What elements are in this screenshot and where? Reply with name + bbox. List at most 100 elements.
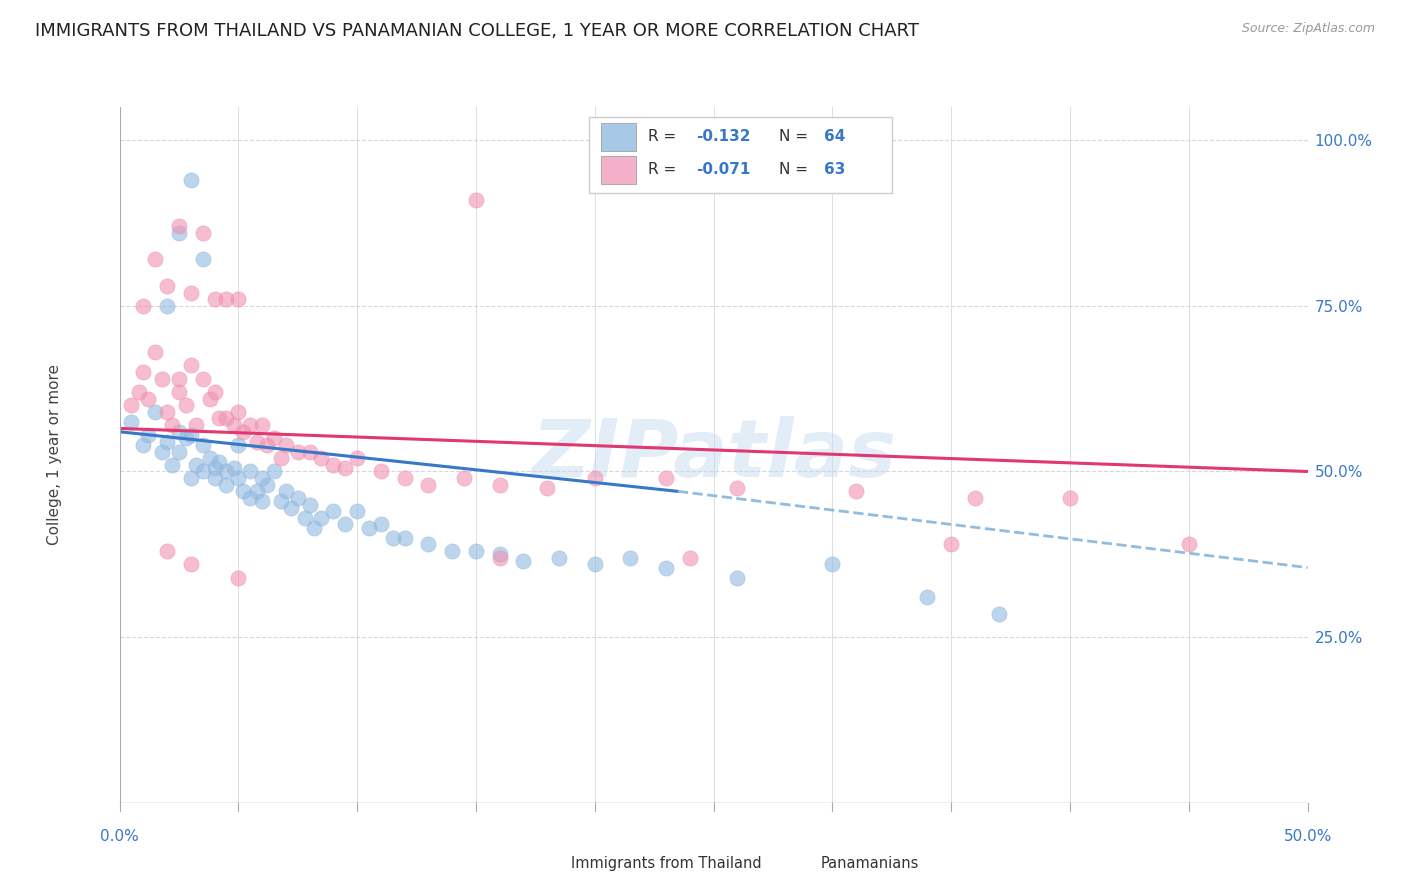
Point (150, 372, 173, 386)
Point (322, 458, 344, 472)
Point (536, 481, 558, 495)
Point (246, 484, 269, 499)
Point (132, 299, 155, 313)
Point (180, 359, 202, 373)
Point (394, 471, 416, 485)
Point (167, 226, 190, 240)
Point (274, 484, 297, 499)
Point (335, 517, 357, 532)
Point (370, 465, 392, 479)
Point (821, 558, 844, 572)
Point (294, 511, 316, 525)
Point (304, 521, 326, 535)
Text: College, 1 year or more: College, 1 year or more (46, 365, 62, 545)
Point (180, 428, 202, 442)
Point (418, 537, 440, 551)
Point (215, 411, 238, 425)
FancyBboxPatch shape (600, 156, 637, 184)
Point (548, 550, 571, 565)
Point (208, 454, 231, 468)
Point (204, 384, 226, 399)
Point (1178, 537, 1201, 551)
Point (394, 531, 416, 545)
Point (132, 438, 155, 452)
Text: IMMIGRANTS FROM THAILAND VS PANAMANIAN COLLEGE, 1 YEAR OR MORE CORRELATION CHART: IMMIGRANTS FROM THAILAND VS PANAMANIAN C… (35, 22, 920, 40)
Point (128, 384, 150, 399)
Point (184, 458, 207, 472)
Point (512, 554, 534, 568)
Point (287, 491, 309, 505)
Point (228, 438, 250, 452)
Point (488, 477, 510, 491)
Point (488, 550, 510, 565)
Point (167, 444, 190, 458)
Point (335, 461, 357, 475)
FancyBboxPatch shape (589, 118, 891, 193)
Point (453, 471, 475, 485)
Point (845, 484, 868, 499)
Point (256, 477, 278, 491)
Point (370, 517, 392, 532)
Text: 50.0%: 50.0% (1284, 830, 1331, 845)
Point (191, 372, 214, 386)
Point (191, 252, 214, 267)
Point (655, 560, 678, 574)
Point (488, 547, 510, 561)
Text: 0.0%: 0.0% (100, 830, 139, 845)
Point (418, 477, 440, 491)
FancyBboxPatch shape (600, 123, 637, 151)
Point (239, 491, 262, 505)
Point (150, 444, 173, 458)
Point (917, 591, 939, 605)
Point (156, 544, 179, 558)
Point (167, 372, 190, 386)
Point (311, 511, 333, 525)
Point (136, 428, 159, 442)
Text: N =: N = (779, 162, 813, 178)
Text: R =: R = (648, 129, 682, 145)
Point (256, 438, 278, 452)
Text: ZIPatlas: ZIPatlas (531, 416, 896, 494)
Point (184, 418, 207, 433)
Point (222, 461, 245, 475)
Point (132, 365, 155, 379)
Point (228, 471, 250, 485)
Point (583, 558, 606, 572)
Point (215, 292, 238, 306)
Point (180, 471, 202, 485)
Point (222, 418, 245, 433)
Point (204, 461, 226, 475)
Point (250, 418, 273, 433)
Text: Source: ZipAtlas.com: Source: ZipAtlas.com (1241, 22, 1375, 36)
Point (232, 484, 254, 499)
Point (228, 570, 250, 584)
Point (174, 431, 197, 445)
Point (1059, 491, 1081, 505)
Point (619, 550, 641, 565)
Point (239, 418, 262, 433)
Point (239, 465, 262, 479)
Point (167, 425, 190, 439)
Text: Immigrants from Thailand: Immigrants from Thailand (571, 855, 762, 871)
Point (120, 415, 142, 429)
Point (180, 173, 202, 187)
Point (143, 345, 166, 359)
Point (191, 465, 214, 479)
Point (143, 405, 166, 419)
Point (167, 219, 190, 234)
Text: N =: N = (779, 129, 813, 145)
Point (167, 384, 190, 399)
Point (322, 504, 344, 518)
Point (156, 279, 179, 293)
Point (204, 292, 226, 306)
Point (228, 292, 250, 306)
Point (250, 471, 273, 485)
Point (298, 444, 321, 458)
Point (270, 494, 292, 508)
Point (725, 481, 748, 495)
Text: R =: R = (648, 162, 682, 178)
Point (270, 451, 292, 466)
Point (198, 392, 221, 406)
Text: 64: 64 (824, 129, 845, 145)
Point (160, 418, 183, 433)
